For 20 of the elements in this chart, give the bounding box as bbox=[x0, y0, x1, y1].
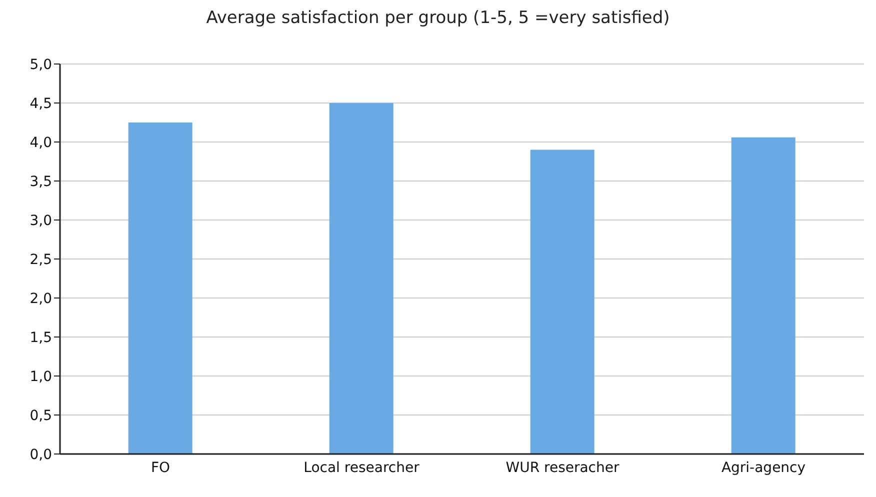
y-tick-label: 1,5 bbox=[30, 330, 52, 346]
y-tick-label: 5,0 bbox=[30, 56, 52, 73]
y-tick-label: 4,0 bbox=[30, 134, 52, 151]
y-tick-label: 1,0 bbox=[30, 368, 52, 385]
bar bbox=[731, 137, 796, 454]
x-tick-label: WUR reseracher bbox=[506, 460, 620, 476]
y-tick-label: 3,5 bbox=[30, 174, 52, 190]
bar bbox=[128, 122, 192, 454]
x-tick-label: Local researcher bbox=[304, 460, 420, 476]
y-tick-label: 0,0 bbox=[30, 446, 52, 463]
y-tick-label: 4,5 bbox=[30, 96, 52, 112]
bar bbox=[530, 150, 594, 454]
y-tick-label: 3,0 bbox=[30, 212, 52, 229]
y-tick-label: 2,0 bbox=[30, 290, 52, 307]
y-tick-label: 2,5 bbox=[30, 252, 52, 268]
x-tick-label: Agri-agency bbox=[721, 460, 806, 476]
chart-title: Average satisfaction per group (1-5, 5 =very satisfied) bbox=[205, 8, 671, 30]
bar bbox=[329, 103, 394, 454]
y-tick-label: 0,5 bbox=[30, 408, 52, 424]
x-tick-label: FO bbox=[150, 460, 170, 476]
